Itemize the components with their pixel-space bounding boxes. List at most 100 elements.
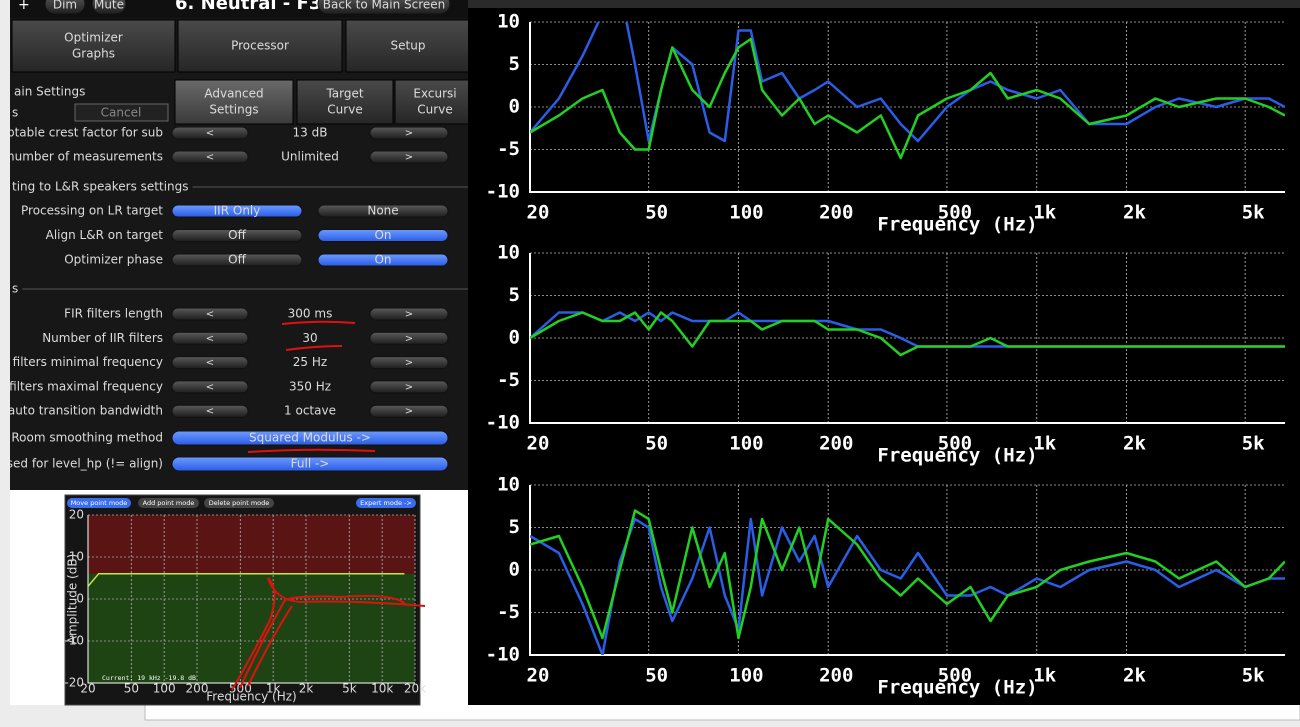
axis-frame xyxy=(529,485,1285,656)
decrement-button[interactable] xyxy=(171,331,249,345)
setting-value: 350 Hz xyxy=(289,379,331,393)
x-tick-label: 200 xyxy=(819,665,853,687)
mode-button[interactable] xyxy=(138,498,199,508)
decrement-button[interactable] xyxy=(171,307,249,321)
toggle-option[interactable] xyxy=(317,229,449,242)
setting-label: n number of measurements xyxy=(0,150,163,164)
toggle-label: On xyxy=(374,253,391,267)
toggle-option[interactable] xyxy=(171,253,303,267)
decrement-button[interactable] xyxy=(171,126,249,140)
preset-title: 6. Neutral - F3e xyxy=(175,0,334,14)
setting-label: R filters maximal frequency xyxy=(0,379,163,393)
main-tab[interactable] xyxy=(177,19,343,73)
increment-button[interactable] xyxy=(369,307,449,321)
series-line xyxy=(530,22,1285,143)
decrement-button[interactable] xyxy=(171,150,249,164)
sub-tab-label: Excursi xyxy=(413,87,456,101)
increment-button[interactable] xyxy=(369,126,449,140)
decrement-button[interactable] xyxy=(171,404,249,418)
section-gap xyxy=(10,185,193,189)
sub-tab[interactable] xyxy=(174,79,294,125)
y-tick-label: -20 xyxy=(64,676,84,690)
red-underline xyxy=(281,320,356,325)
setting-value: 25 Hz xyxy=(293,355,327,369)
wide-button-label: Full -> xyxy=(291,457,330,471)
setting-value: 30 xyxy=(302,331,317,345)
back-button[interactable] xyxy=(317,0,451,15)
y-tick-label: -5 xyxy=(497,601,520,623)
decrement-button[interactable] xyxy=(171,356,249,370)
increment-button[interactable] xyxy=(369,356,449,370)
expert-button[interactable] xyxy=(356,498,416,508)
increment-button[interactable] xyxy=(369,150,449,164)
x-tick-label: 20 xyxy=(527,433,550,455)
increment-button[interactable] xyxy=(369,380,449,394)
setting-label: Processing on LR target xyxy=(21,204,163,218)
dim-button[interactable] xyxy=(44,0,86,15)
setting-value: 1 octave xyxy=(284,404,336,418)
toggle-option[interactable] xyxy=(171,229,303,242)
mode-button[interactable] xyxy=(67,498,131,508)
y-tick-label: 0 xyxy=(76,592,84,606)
y-tick-label: 20 xyxy=(69,508,84,522)
cancel-label: Cancel xyxy=(101,106,142,120)
toggle-label: Off xyxy=(228,253,246,267)
arrow: < xyxy=(206,382,214,393)
main-tab-label: Processor xyxy=(231,39,289,53)
mute-button[interactable] xyxy=(91,0,127,15)
sub-tab[interactable] xyxy=(296,79,394,125)
wide-button[interactable] xyxy=(171,456,449,472)
decrement-button[interactable] xyxy=(171,380,249,394)
main-tab[interactable] xyxy=(345,19,470,73)
mode-button[interactable] xyxy=(204,498,274,508)
x-tick-label: 500 xyxy=(938,665,972,687)
x-tick-label: 1k xyxy=(1033,202,1056,224)
dim-label: Dim xyxy=(53,0,77,12)
axis-frame xyxy=(529,253,1285,424)
y-tick-label: 0 xyxy=(509,327,520,349)
arrow: < xyxy=(206,152,214,163)
sub-tab[interactable] xyxy=(394,79,475,125)
expert-label: Expert mode -> xyxy=(360,499,412,507)
x-tick-label: 5k xyxy=(342,682,357,696)
setting-label: Number of IIR filters xyxy=(42,331,163,345)
y-tick-label: 5 xyxy=(509,284,520,306)
red-underline xyxy=(247,448,376,453)
increment-button[interactable] xyxy=(369,331,449,345)
x-tick-label: 100 xyxy=(729,433,763,455)
toggle-option[interactable] xyxy=(317,253,449,267)
sub-tab-label: ain Settings xyxy=(14,85,85,99)
x-tick-label: 200 xyxy=(186,682,209,696)
y-tick-label: 10 xyxy=(497,474,520,496)
x-axis-label: Frequency (Hz) xyxy=(877,445,1037,467)
chart: -10 -5 0 5 10 20 50 100 200 500 1k 2k 5k Frequency (H… xyxy=(486,474,1285,699)
zone xyxy=(88,515,415,574)
x-tick-label: 50 xyxy=(124,682,139,696)
sub-tab-label: Curve xyxy=(327,103,362,117)
main-tab[interactable] xyxy=(11,19,176,73)
y-tick-label: 0 xyxy=(509,559,520,581)
series-line xyxy=(530,37,1285,160)
mute-label: Mute xyxy=(94,0,124,12)
graph-topbar xyxy=(468,0,1300,8)
cancel-button[interactable] xyxy=(74,103,169,122)
x-tick-label: 500 xyxy=(938,202,972,224)
setting-value: 300 ms xyxy=(288,307,333,321)
x-tick-label: 5k xyxy=(1242,433,1265,455)
arrow: < xyxy=(206,406,214,417)
chart: -10 -5 0 5 10 20 50 100 200 500 1k 2k 5k Frequency (H… xyxy=(486,11,1285,236)
x-tick-label: 2k xyxy=(299,682,314,696)
toggle-option[interactable] xyxy=(317,204,449,218)
back-label: Back to Main Screen xyxy=(323,0,446,12)
mode-label: Delete point mode xyxy=(209,499,270,507)
red-scribble xyxy=(231,577,426,691)
wide-button[interactable] xyxy=(171,430,449,446)
x-tick-label: 100 xyxy=(729,202,763,224)
setting-label: Optimizer phase xyxy=(64,253,163,267)
sub-tab-label: Target xyxy=(325,87,363,101)
main-tab-label: Optimizer xyxy=(64,31,123,45)
increment-button[interactable] xyxy=(369,404,449,418)
setting-label: ptable crest factor for sub xyxy=(7,126,163,140)
toggle-option[interactable] xyxy=(171,204,303,218)
